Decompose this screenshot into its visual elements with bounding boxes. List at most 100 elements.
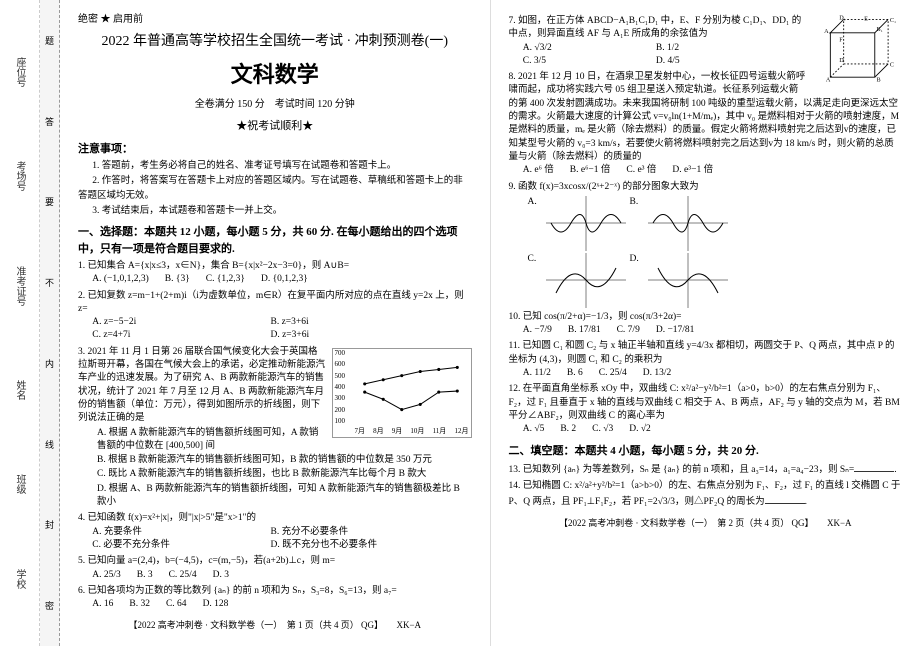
q1-text: 1. 已知集合 A={x|x≤3，x∈N}，集合 B={x|x²−2x−3=0}… <box>78 261 349 271</box>
q4-opt-a: A. 充要条件 <box>92 526 263 539</box>
chart-svg <box>355 353 467 425</box>
q7-text: 7. 如图，在正方体 ABCD−A₁B₁C₁D₁ 中，E、F 分别为棱 C₁D₁… <box>509 16 802 39</box>
q8-opt-b: B. e⁶−1 倍 <box>570 164 611 177</box>
q3-sub-b: B. 根据 B 款新能源汽车的销售额折线图可知，B 款的销售额的中位数是 350… <box>97 454 472 467</box>
q4-opt-c: C. 必要不充分条件 <box>92 539 263 552</box>
q2-opt-c: C. z=4+7i <box>92 329 263 342</box>
notice-2: 2. 作答时，将答案写在答题卡上对应的答题区域内。写在试题卷、草稿纸和答题卡上的… <box>78 174 472 203</box>
q11-text: 11. 已知圆 C₁ 和圆 C₂ 与 x 轴正半轴和直线 y=4/3x 都相切，… <box>509 341 895 364</box>
footer-left: 【2022 高考冲刺卷 · 文科数学卷（一） 第 1 页（共 4 页） QG】 … <box>78 619 472 633</box>
q4-opt-b: B. 充分不必要条件 <box>270 526 441 539</box>
q1-opt-a: A. (−1,0,1,2,3) <box>92 273 149 286</box>
q8-opt-a: A. e⁶ 倍 <box>523 164 554 177</box>
svg-text:D: D <box>839 57 844 64</box>
svg-text:B: B <box>877 77 881 84</box>
goodluck: ★祝考试顺利★ <box>78 118 472 135</box>
svg-text:B₁: B₁ <box>877 26 883 33</box>
q7-opt-c: C. 3/5 <box>523 55 650 68</box>
svg-text:D₁: D₁ <box>839 15 846 21</box>
svg-text:C: C <box>890 62 894 69</box>
sidebar-id: 准考证号 <box>12 258 27 314</box>
q1-opt-d: D. {0,1,2,3} <box>261 273 308 286</box>
q10-opt-b: B. 17/81 <box>568 324 601 337</box>
q5-text: 5. 已知向量 a=(2,4)，b=(−4,5)，c=(m,−5)，若(a+2b… <box>78 556 335 566</box>
q9-text: 9. 函数 f(x)=3xcosx/(2ˣ+2⁻ˣ) 的部分图象大致为 <box>509 182 699 192</box>
q6-opt-b: B. 32 <box>129 598 150 611</box>
sidebar-name: 姓名 <box>12 372 27 408</box>
q9-label-d: D. <box>630 253 644 308</box>
q5-opt-d: D. 3 <box>213 569 229 582</box>
q3-text: 3. 2021 年 11 月 1 日第 26 届联合国气候变化大会于英国格拉斯哥… <box>78 347 325 423</box>
main-title: 2022 年普通高等学校招生全国统一考试 · 冲刺预测卷(一) <box>78 31 472 52</box>
q11-opt-a: A. 11/2 <box>523 367 551 380</box>
q12-text: 12. 在平面直角坐标系 xOy 中，双曲线 C: x²/a²−y²/b²=1（… <box>509 384 900 421</box>
q4-opt-d: D. 既不充分也不必要条件 <box>270 539 441 552</box>
svg-text:E: E <box>864 15 868 22</box>
q9-label-b: B. <box>630 196 644 251</box>
page-2: A B C D A₁ B₁ C₁ D₁ E F 7. 如图，在正方体 ABCD−… <box>491 0 920 646</box>
q13-blank <box>854 462 894 472</box>
section2-title: 二、填空题：本题共 4 小题，每小题 5 分，共 20 分. <box>509 443 903 460</box>
question-7: A B C D A₁ B₁ C₁ D₁ E F 7. 如图，在正方体 ABCD−… <box>509 15 903 68</box>
q7-opt-d: D. 4/5 <box>656 55 783 68</box>
svg-text:A: A <box>826 77 831 84</box>
sidebar-room: 考场号 <box>12 153 27 199</box>
q9-graph-b <box>648 196 728 251</box>
q6-opt-a: A. 16 <box>92 598 113 611</box>
q9-graph-a <box>546 196 626 251</box>
q14-text: 14. 已知椭圆 C: x²/a²+y²/b²=1（a>b>0）的左、右焦点分别… <box>509 481 901 506</box>
q7-opt-b: B. 1/2 <box>656 42 783 55</box>
sidebar-labels: 座位号 考场号 准考证号 姓名 班级 学校 <box>0 0 40 646</box>
q12-opt-b: B. 2 <box>560 423 576 436</box>
notice-1: 1. 答题前，考生务必将自己的姓名、准考证号填写在试题卷和答题卡上。 <box>78 159 472 173</box>
secret-label: 绝密 ★ 启用前 <box>78 12 472 27</box>
q1-opt-b: B. {3} <box>165 273 190 286</box>
q8-opt-c: C. e³ 倍 <box>626 164 656 177</box>
question-10: 10. 已知 cos(π/2+α)=−1/3，则 cos(π/3+2α)= A.… <box>509 311 903 338</box>
q3-sub-c: C. 既比 A 款新能源汽车的销售额折线图，也比 B 款新能源汽车比每个月 B … <box>97 468 472 481</box>
q11-opt-b: B. 6 <box>567 367 583 380</box>
q10-opt-d: D. −17/81 <box>656 324 695 337</box>
q3-sub-d: D. 根据 A、B 两款新能源汽车的销售额折线图，可知 A 款新能源汽车的销售额… <box>97 483 472 510</box>
q5-opt-c: C. 25/4 <box>169 569 197 582</box>
q10-opt-c: C. 7/9 <box>617 324 640 337</box>
q5-opt-b: B. 3 <box>137 569 153 582</box>
question-6: 6. 已知各项均为正数的等比数列 {aₙ} 的前 n 项和为 Sₙ，S₃=8，S… <box>78 585 472 612</box>
q10-text: 10. 已知 cos(π/2+α)=−1/3，则 cos(π/3+2α)= <box>509 312 682 322</box>
question-4: 4. 已知函数 f(x)=x²+|x|，则"|x|>5"是"x>1"的 A. 充… <box>78 512 472 552</box>
question-11: 11. 已知圆 C₁ 和圆 C₂ 与 x 轴正半轴和直线 y=4/3x 都相切，… <box>509 340 903 380</box>
question-13: 13. 已知数列 {aₙ} 为等差数列，Sₙ 是 {aₙ} 的前 n 项和，且 … <box>509 462 903 477</box>
q12-opt-d: D. √2 <box>629 423 651 436</box>
subject-title: 文科数学 <box>78 58 472 91</box>
question-14: 14. 已知椭圆 C: x²/a²+y²/b²=1（a>b>0）的左、右焦点分别… <box>509 480 903 509</box>
svg-text:C₁: C₁ <box>890 17 896 24</box>
question-2: 2. 已知复数 z=m−1+(2+m)i（i为虚数单位，m∈R）在复平面内所对应… <box>78 290 472 343</box>
question-3: 700 600 500 400 300 200 100 <box>78 346 472 510</box>
cube-figure: A B C D A₁ B₁ C₁ D₁ E F <box>812 15 902 95</box>
sidebar-seat: 座位号 <box>12 49 27 95</box>
q9-graph-c <box>546 253 626 308</box>
q9-graph-d <box>648 253 728 308</box>
question-12: 12. 在平面直角坐标系 xOy 中，双曲线 C: x²/a²−y²/b²=1（… <box>509 383 903 436</box>
q11-opt-c: C. 25/4 <box>599 367 627 380</box>
q14-blank <box>765 494 805 504</box>
q8-opt-d: D. e³−1 倍 <box>672 164 713 177</box>
q6-opt-c: C. 64 <box>166 598 187 611</box>
svg-text:F: F <box>839 37 843 44</box>
exam-info: 全卷满分 150 分 考试时间 120 分钟 <box>78 97 472 112</box>
section1-title: 一、选择题：本题共 12 小题，每小题 5 分，共 60 分. 在每小题给出的四… <box>78 224 472 257</box>
q1-opt-c: C. {1,2,3} <box>206 273 245 286</box>
q11-opt-d: D. 13/2 <box>643 367 672 380</box>
q9-label-a: A. <box>528 196 542 251</box>
q2-text: 2. 已知复数 z=m−1+(2+m)i（i为虚数单位，m∈R）在复平面内所对应… <box>78 291 464 314</box>
sealed-line: 题 答 要 不 内 线 封 密 <box>40 0 60 646</box>
page-1: 绝密 ★ 启用前 2022 年普通高等学校招生全国统一考试 · 冲刺预测卷(一)… <box>60 0 491 646</box>
sidebar-class: 班级 <box>12 466 27 502</box>
sidebar-school: 学校 <box>12 561 27 597</box>
q12-opt-c: C. √3 <box>592 423 613 436</box>
question-5: 5. 已知向量 a=(2,4)，b=(−4,5)，c=(m,−5)，若(a+2b… <box>78 555 472 582</box>
sales-chart: 700 600 500 400 300 200 100 <box>332 348 472 438</box>
q2-opt-a: A. z=−5−2i <box>92 316 263 329</box>
q4-text: 4. 已知函数 f(x)=x²+|x|，则"|x|>5"是"x>1"的 <box>78 513 256 523</box>
q6-opt-d: D. 128 <box>203 598 229 611</box>
